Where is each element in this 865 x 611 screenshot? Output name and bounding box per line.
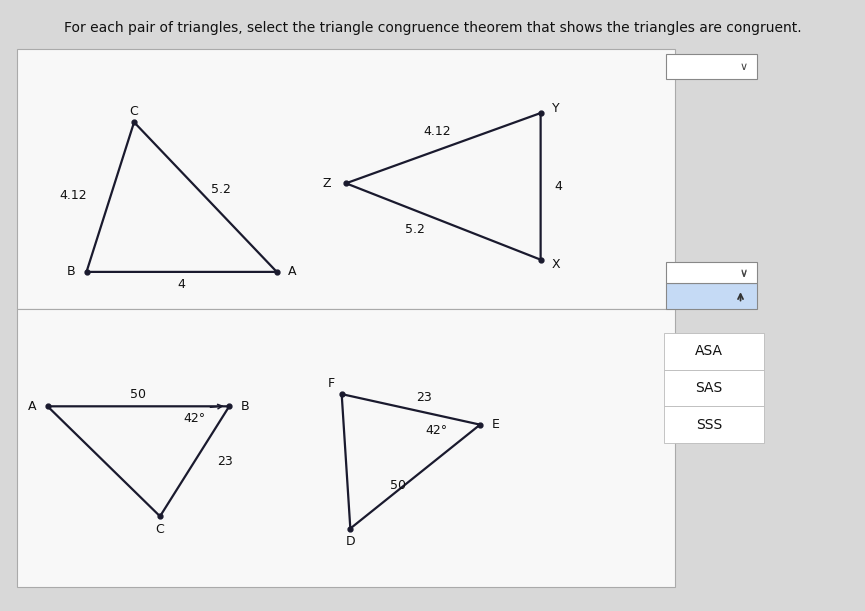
Text: 42°: 42° [426,424,448,437]
Text: 4.12: 4.12 [60,189,87,202]
Text: A: A [28,400,36,413]
Text: 5.2: 5.2 [406,222,425,236]
FancyBboxPatch shape [664,370,764,406]
FancyBboxPatch shape [664,333,764,370]
Text: D: D [345,535,356,549]
Text: SAS: SAS [695,381,723,395]
Text: ∨: ∨ [740,269,747,279]
Text: ASA: ASA [695,345,723,358]
Text: 50: 50 [390,479,406,492]
Text: X: X [552,258,561,271]
Text: F: F [328,376,335,390]
Text: 23: 23 [217,455,233,468]
Text: 5.2: 5.2 [211,183,230,196]
Text: 50: 50 [131,387,146,401]
Text: A: A [288,265,297,279]
Text: B: B [67,265,75,279]
FancyBboxPatch shape [666,283,757,309]
Text: 4: 4 [554,180,562,193]
Text: SSS: SSS [696,418,722,431]
Text: ∨: ∨ [740,268,747,277]
Text: B: B [240,400,249,413]
FancyBboxPatch shape [664,406,764,443]
Text: C: C [130,104,138,118]
FancyBboxPatch shape [666,262,757,283]
Text: 4: 4 [177,277,186,291]
Text: Y: Y [553,101,560,115]
FancyBboxPatch shape [17,49,675,309]
Text: C: C [156,523,164,536]
Text: For each pair of triangles, select the triangle congruence theorem that shows th: For each pair of triangles, select the t… [64,21,801,35]
FancyBboxPatch shape [17,309,675,587]
Text: 23: 23 [416,390,432,404]
Text: ∨: ∨ [740,62,747,71]
FancyBboxPatch shape [666,54,757,79]
Text: E: E [491,418,500,431]
Text: Z: Z [323,177,331,190]
Text: 4.12: 4.12 [423,125,451,138]
Text: 42°: 42° [183,412,206,425]
